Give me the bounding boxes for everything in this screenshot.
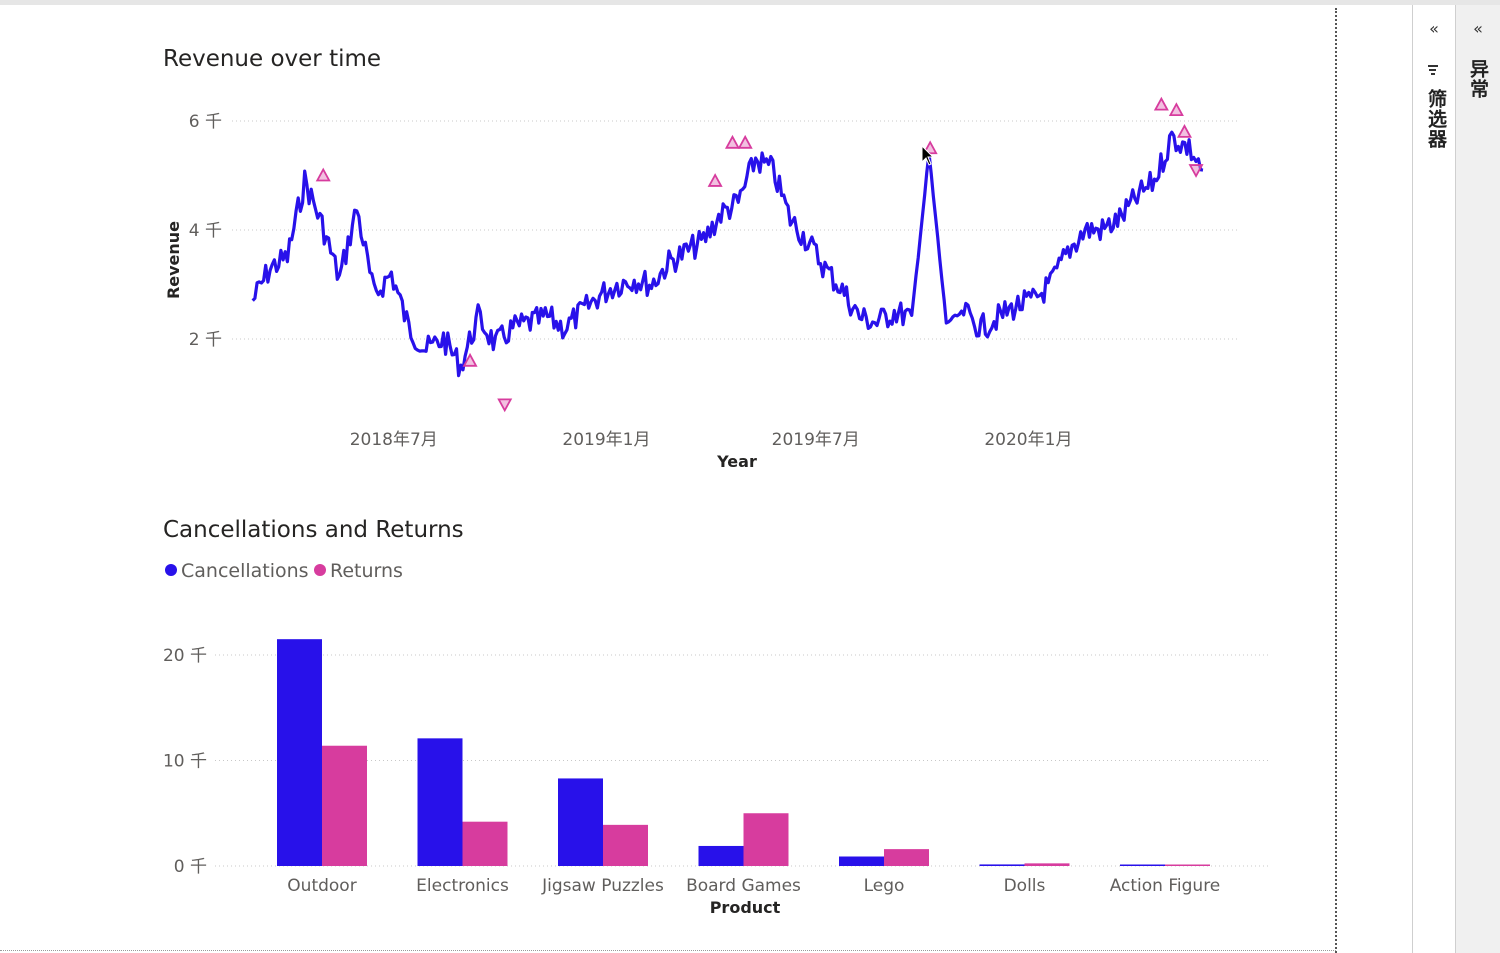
bar-cancellations-board-games[interactable] [698, 845, 744, 866]
anomaly-marker[interactable] [737, 134, 753, 149]
line-chart-gridlines [232, 120, 1240, 340]
x-tick-label: Outdoor [287, 876, 356, 896]
bar-returns-electronics[interactable] [462, 821, 508, 866]
bar-cancellations-lego[interactable] [839, 856, 884, 866]
anomaly-marker[interactable] [724, 134, 740, 149]
x-tick-label: 2019年7月 [772, 430, 860, 450]
revenue-series-line[interactable] [251, 130, 1204, 378]
revenue-line-chart[interactable]: Revenue over time 2 千 4 千 6 千 2018年7月 2019年… [163, 46, 1240, 471]
canvas-page-boundary [1335, 8, 1337, 953]
bar-chart-y-ticks: 0 千 10 千 20 千 [163, 646, 207, 877]
x-tick-label: Action Figure [1110, 876, 1221, 896]
bar-chart-x-ticks: Outdoor Electronics Jigsaw Puzzles Board Ga… [287, 876, 1220, 896]
bar-returns-action-figure[interactable] [1165, 864, 1210, 867]
bar-cancellations-dolls[interactable] [979, 864, 1025, 866]
anomaly-marker[interactable] [315, 167, 331, 182]
anomaly-marker[interactable] [1168, 102, 1184, 116]
bar-returns-dolls[interactable] [1024, 863, 1070, 866]
y-tick-label: 2 千 [189, 330, 222, 350]
line-chart-series[interactable] [251, 130, 1204, 378]
y-tick-label: 0 千 [174, 857, 207, 877]
double-chevron-left-icon[interactable]: « [1429, 19, 1439, 38]
canvas-bottom-boundary [0, 950, 1336, 951]
bar-returns-jigsaw-puzzles[interactable] [603, 824, 648, 866]
filters-pane-label[interactable]: 筛选器 [1425, 89, 1447, 149]
anomaly-marker[interactable] [1153, 96, 1169, 111]
bar-cancellations-action-figure[interactable] [1120, 864, 1165, 867]
anomaly-pane[interactable]: « 异常 [1455, 5, 1500, 953]
x-tick-label: Electronics [416, 876, 509, 896]
anomaly-marker[interactable] [1176, 124, 1192, 138]
bar-chart-x-axis-title: Product [710, 898, 781, 917]
legend-label-cancellations[interactable]: Cancellations [181, 560, 309, 582]
bar-chart-bars[interactable] [277, 639, 1210, 866]
bar-returns-outdoor[interactable] [322, 745, 367, 866]
x-tick-label: 2020年1月 [984, 430, 1072, 450]
legend-label-returns[interactable]: Returns [330, 560, 403, 582]
bar-chart-title: Cancellations and Returns [163, 517, 464, 543]
bar-cancellations-electronics[interactable] [417, 738, 463, 866]
anomaly-pane-label[interactable]: 异常 [1467, 59, 1489, 99]
line-chart-title: Revenue over time [163, 46, 381, 72]
line-chart-y-axis-title: Revenue [164, 221, 183, 299]
filters-pane[interactable]: « 筛选器 [1412, 5, 1455, 953]
line-chart-anomaly-markers[interactable] [315, 96, 1204, 413]
x-tick-label: 2019年1月 [562, 430, 650, 450]
mouse-pointer-icon [921, 144, 935, 166]
bar-chart-gridlines [215, 654, 1268, 867]
x-tick-label: Jigsaw Puzzles [541, 876, 664, 896]
legend-marker-cancellations [165, 564, 177, 576]
bar-chart-legend[interactable]: Cancellations Returns [165, 560, 403, 582]
bar-returns-board-games[interactable] [743, 813, 789, 866]
anomaly-marker[interactable] [497, 398, 513, 413]
x-tick-label: 2018年7月 [350, 430, 438, 450]
x-tick-label: Board Games [686, 876, 801, 896]
x-tick-label: Lego [864, 876, 905, 896]
anomaly-marker[interactable] [707, 173, 723, 187]
y-tick-label: 10 千 [163, 752, 207, 772]
y-tick-label: 6 千 [189, 112, 222, 132]
bar-cancellations-jigsaw-puzzles[interactable] [558, 778, 603, 866]
report-canvas: Revenue over time 2 千 4 千 6 千 2018年7月 2019年… [163, 46, 1268, 917]
cancellations-returns-bar-chart[interactable]: Cancellations and Returns Cancellations … [163, 517, 1268, 917]
double-chevron-left-icon[interactable]: « [1473, 19, 1483, 38]
line-chart-x-ticks: 2018年7月 2019年1月 2019年7月 2020年1月 [350, 430, 1073, 450]
x-tick-label: Dolls [1004, 876, 1046, 896]
bar-cancellations-outdoor[interactable] [277, 639, 322, 866]
y-tick-label: 4 千 [189, 221, 222, 241]
filter-icon [1428, 65, 1440, 77]
anomaly-marker[interactable] [462, 352, 478, 367]
anomaly-marker[interactable] [1188, 164, 1204, 178]
bar-returns-lego[interactable] [884, 849, 929, 866]
y-tick-label: 20 千 [163, 646, 207, 666]
line-chart-x-axis-title: Year [716, 452, 757, 471]
line-chart-y-ticks: 2 千 4 千 6 千 [189, 112, 222, 350]
top-border [0, 0, 1500, 5]
legend-marker-returns [314, 564, 326, 576]
